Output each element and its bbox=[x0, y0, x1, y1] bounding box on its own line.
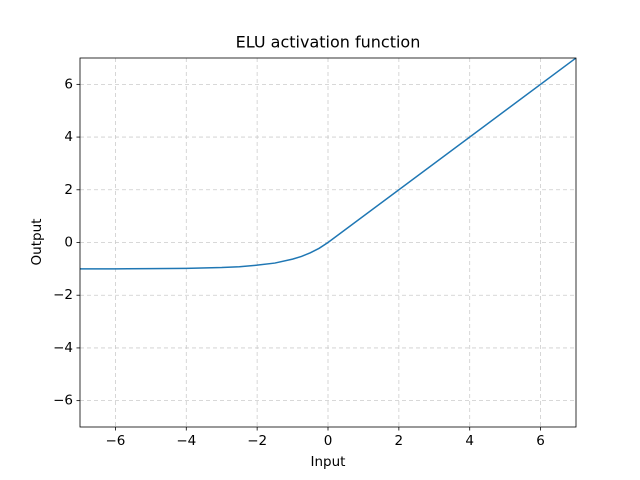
line bbox=[80, 58, 576, 270]
y-axis-label: Output bbox=[29, 219, 45, 266]
y-tick-label: −6 bbox=[53, 393, 73, 409]
x-tick-label: 4 bbox=[465, 433, 474, 449]
x-tick-label: −6 bbox=[105, 433, 125, 449]
x-tick-label: 6 bbox=[536, 433, 545, 449]
x-tick-label: −2 bbox=[247, 433, 267, 449]
x-tick-label: −4 bbox=[176, 433, 196, 449]
axes-frame bbox=[79, 57, 577, 428]
x-axis-label: Input bbox=[311, 454, 346, 470]
y-tick-label: 6 bbox=[64, 76, 73, 92]
y-tick-label: −2 bbox=[53, 287, 73, 303]
x-tick-label: 0 bbox=[324, 433, 333, 449]
x-tick-label: 2 bbox=[395, 433, 404, 449]
y-tick-label: 4 bbox=[64, 129, 73, 145]
chart-title: ELU activation function bbox=[236, 33, 421, 52]
y-tick-label: 2 bbox=[64, 182, 73, 198]
y-tick-label: −4 bbox=[53, 340, 73, 356]
y-tick-label: 0 bbox=[64, 235, 73, 251]
